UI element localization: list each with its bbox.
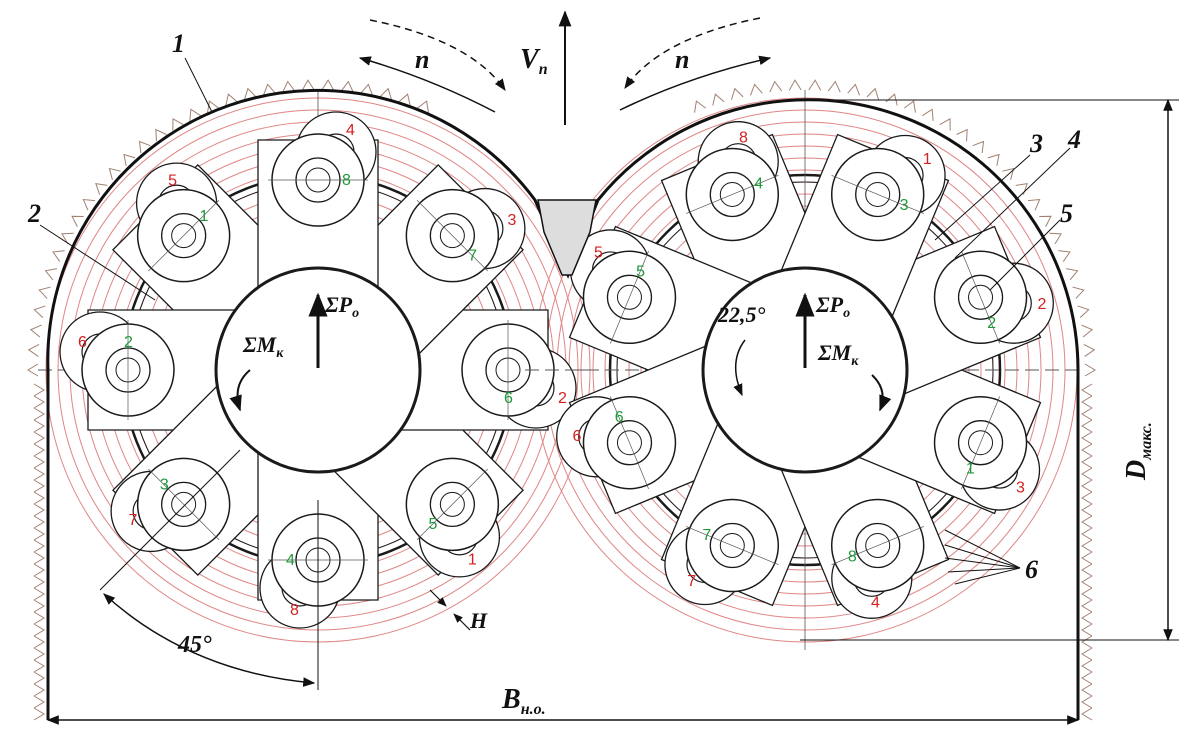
- part-leaders: [39, 57, 1071, 585]
- step-h-label: H: [469, 608, 488, 633]
- part-4-label: 4: [1067, 125, 1081, 154]
- drive-shaft: [701, 266, 909, 474]
- inner-cutter-number: 1: [199, 208, 208, 225]
- inner-cutter-number: 5: [636, 263, 645, 280]
- inner-cutter-number: 5: [429, 516, 438, 533]
- force-left-label: ΣPо: [324, 292, 359, 321]
- inner-cutter-number: 8: [848, 548, 857, 565]
- rotation-right: n: [619, 17, 772, 111]
- outer-cutter-number: 2: [558, 390, 567, 407]
- outer-cutter-number: 6: [78, 334, 87, 351]
- working-face-contour: [46, 88, 1080, 720]
- inner-cutter-number: 4: [286, 552, 295, 569]
- part-1-label: 1: [172, 29, 185, 58]
- rock-hatching: [27, 79, 1096, 721]
- outer-cutter-number: 5: [168, 172, 177, 189]
- outer-cutter-number: 1: [923, 151, 932, 168]
- part-3-label: 3: [1029, 129, 1043, 158]
- rock-ridge: [537, 199, 597, 276]
- angle-45-marker: 45°: [99, 449, 319, 690]
- outer-cutter-number: 3: [508, 212, 517, 229]
- rotation-right-label: n: [675, 45, 689, 74]
- inner-cutter-number: 3: [160, 477, 169, 494]
- step-h-marker: H: [429, 589, 488, 633]
- left-hub-loads: ΣPо ΣMк: [229, 292, 359, 412]
- outer-cutter-number: 2: [1037, 296, 1046, 313]
- rotation-left: n: [358, 19, 506, 113]
- outer-cutter-number: 4: [871, 594, 880, 611]
- inner-cutter-number: 8: [342, 172, 351, 189]
- outer-cutter-number: 3: [1016, 480, 1025, 497]
- inner-cutter-number: 4: [754, 176, 763, 193]
- diameter-dimension: Dмакс.: [800, 98, 1179, 642]
- inner-cutter-number: 6: [504, 390, 513, 407]
- inner-cutter-number: 2: [124, 334, 133, 351]
- right-rotor: 8 4 5 5 6 6 7 7 4 8 3 1 2 2 1 3: [525, 90, 1085, 650]
- diameter-label: Dмакс.: [1121, 422, 1155, 481]
- inner-cutter-number: 2: [987, 315, 996, 332]
- width-dimension: Bн.о.: [46, 684, 1080, 725]
- inner-cutter-number: 6: [615, 409, 624, 426]
- outer-cutter-number: 4: [346, 122, 355, 139]
- outer-cutter-number: 7: [128, 512, 137, 529]
- outer-cutter-number: 5: [594, 244, 603, 261]
- inner-cutter-number: 7: [702, 527, 711, 544]
- outer-cutter-number: 8: [290, 602, 299, 619]
- angle-right-label: 22,5°: [717, 302, 766, 327]
- force-right-label: ΣPо: [815, 292, 850, 321]
- right-hub-loads: ΣPо ΣMк 22,5°: [717, 292, 892, 412]
- outer-cutter-number: 1: [468, 552, 477, 569]
- angle-left-label: 45°: [177, 632, 212, 658]
- inner-cutter-number: 1: [966, 461, 975, 478]
- feed-velocity-arrow: Vп: [520, 10, 572, 125]
- inner-cutter-number: 7: [468, 247, 477, 264]
- drive-shaft: [214, 266, 422, 474]
- outer-cutter-number: 7: [687, 573, 696, 590]
- moment-left-label: ΣMк: [242, 332, 284, 361]
- feed-velocity-label: Vп: [520, 44, 548, 78]
- width-label: Bн.о.: [501, 684, 546, 718]
- part-6-label: 6: [1025, 555, 1038, 584]
- outer-cutter-number: 6: [573, 428, 582, 445]
- moment-right-label: ΣMк: [817, 340, 859, 369]
- rotation-left-label: n: [415, 45, 429, 74]
- part-5-label: 5: [1060, 199, 1073, 228]
- part-2-label: 2: [27, 199, 41, 228]
- outer-cutter-number: 8: [739, 130, 748, 147]
- inner-cutter-number: 3: [900, 197, 909, 214]
